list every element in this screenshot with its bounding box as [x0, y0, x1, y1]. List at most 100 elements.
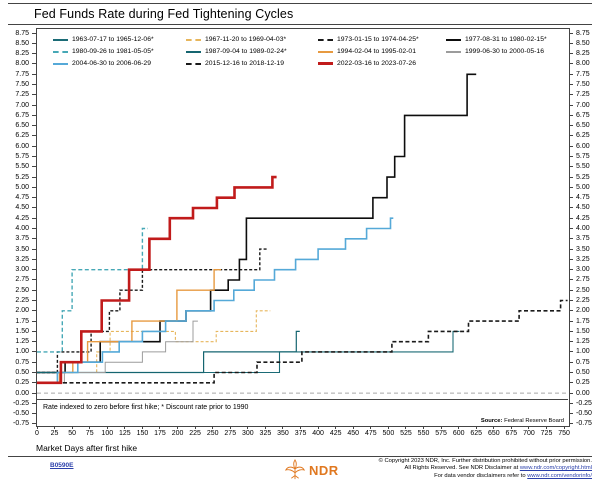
y-tick-label: 5.75: [576, 153, 590, 161]
y-tick-mark: [569, 176, 573, 178]
y-tick-mark: [32, 42, 36, 44]
source-note: Source: Federal Reserve Board: [481, 418, 564, 424]
legend-swatch: [446, 50, 461, 53]
y-tick-mark: [569, 166, 573, 168]
x-tick-mark: [264, 426, 266, 429]
y-tick-mark: [32, 423, 36, 425]
y-tick-label: -0.75: [13, 420, 29, 428]
y-tick-mark: [32, 114, 36, 116]
y-tick-label: 8.75: [576, 29, 590, 37]
y-tick-mark: [32, 269, 36, 271]
x-tick-mark: [387, 426, 389, 429]
y-tick-label: 2.25: [15, 297, 29, 305]
y-tick-mark: [32, 186, 36, 188]
legend-label: 1977-08-31 to 1980-02-15*: [465, 36, 547, 43]
y-tick-label: 8.75: [15, 29, 29, 37]
y-tick-mark: [569, 413, 573, 415]
legend-label: 1999-06-30 to 2000-05-16: [465, 48, 544, 55]
x-tick-mark: [493, 426, 495, 429]
copyright-line3: For data vendor disclaimers refer to www…: [434, 472, 592, 479]
y-tick-mark: [569, 145, 573, 147]
copyright-link[interactable]: www.ndr.com/copyright.html: [519, 465, 592, 472]
y-tick-label: 4.50: [576, 204, 590, 212]
legend-label: 1967-11-20 to 1969-04-03*: [205, 36, 287, 43]
legend-item: 1973-01-15 to 1974-04-25*: [318, 35, 446, 44]
y-tick-mark: [569, 53, 573, 55]
y-tick-mark: [569, 310, 573, 312]
y-tick-label: 3.50: [15, 245, 29, 253]
x-tick-label: 700: [523, 430, 535, 437]
y-tick-label: 6.25: [15, 132, 29, 140]
y-tick-mark: [569, 320, 573, 322]
page-title: Fed Funds Rate during Fed Tightening Cyc…: [34, 7, 294, 21]
y-tick-label: 3.25: [15, 255, 29, 263]
x-tick-label: 200: [171, 430, 184, 437]
x-tick-mark: [89, 426, 91, 429]
y-tick-label: 2.50: [15, 286, 29, 294]
y-tick-mark: [569, 207, 573, 209]
series-line-5: [37, 330, 300, 374]
y-axis-right: 8.75 8.50 8.25 8.00 7.75 7.50 7.25 7.00 6.75 6.50…: [569, 29, 600, 428]
x-tick-mark: [247, 426, 249, 429]
y-tick-label: -0.50: [13, 410, 29, 418]
y-tick-label: 3.50: [576, 245, 590, 253]
x-tick-mark: [352, 426, 354, 429]
legend-item: 1963-07-17 to 1965-12-06*: [53, 35, 186, 44]
y-tick-label: 7.75: [15, 70, 29, 78]
y-tick-label: 5.00: [15, 183, 29, 191]
x-tick-label: 625: [470, 430, 483, 437]
y-tick-label: -0.50: [576, 410, 592, 418]
y-tick-label: 1.25: [576, 338, 590, 346]
y-tick-label: -0.25: [13, 399, 29, 407]
y-tick-mark: [32, 197, 36, 199]
y-tick-mark: [569, 258, 573, 260]
y-tick-label: 1.50: [576, 327, 590, 335]
y-tick-label: 1.00: [576, 348, 590, 356]
x-tick-mark: [300, 426, 302, 429]
y-tick-mark: [32, 238, 36, 240]
footnote-text: Rate indexed to zero before first hike; …: [43, 404, 249, 411]
y-tick-mark: [32, 156, 36, 158]
plot-frame: [36, 28, 570, 427]
y-tick-label: 6.25: [576, 132, 590, 140]
x-tick-mark: [194, 426, 196, 429]
x-axis: 0 25 50 75 100 125 150 175 200 225 250 275 300 325 350…: [35, 426, 570, 444]
y-tick-mark: [32, 32, 36, 34]
x-tick-mark: [528, 426, 530, 429]
y-tick-mark: [569, 382, 573, 384]
y-tick-label: 8.00: [576, 60, 590, 68]
x-tick-mark: [124, 426, 126, 429]
series-line-9: [37, 299, 568, 384]
y-tick-mark: [569, 32, 573, 34]
y-tick-mark: [32, 166, 36, 168]
y-tick-mark: [32, 207, 36, 209]
series-line-1: [37, 310, 271, 374]
y-tick-label: 7.50: [15, 81, 29, 89]
y-tick-label: 1.00: [15, 348, 29, 356]
y-tick-mark: [32, 176, 36, 178]
y-tick-label: 4.75: [15, 194, 29, 202]
y-tick-mark: [32, 135, 36, 137]
y-tick-mark: [569, 238, 573, 240]
y-tick-mark: [569, 135, 573, 137]
y-tick-mark: [32, 300, 36, 302]
y-tick-label: 4.00: [576, 225, 590, 233]
series-line-7: [37, 320, 198, 384]
legend-item: 1977-08-31 to 1980-02-15*: [446, 35, 547, 44]
y-tick-label: 7.25: [15, 91, 29, 99]
y-tick-label: 7.25: [576, 91, 590, 99]
x-tick-label: 225: [189, 430, 201, 437]
legend-swatch: [186, 62, 201, 65]
x-tick-mark: [335, 426, 337, 429]
legend-swatch: [446, 38, 461, 41]
legend-item: 1987-09-04 to 1989-02-24*: [186, 47, 318, 56]
chart-code-link[interactable]: B0590E: [50, 462, 74, 469]
y-tick-mark: [32, 145, 36, 147]
y-tick-label: -0.75: [576, 420, 592, 428]
y-tick-label: 2.75: [15, 276, 29, 284]
y-tick-mark: [569, 351, 573, 353]
vendorinfo-link[interactable]: www.ndr.com/vendorinfo/: [527, 472, 592, 479]
y-tick-mark: [32, 104, 36, 106]
x-tick-label: 325: [259, 430, 272, 437]
